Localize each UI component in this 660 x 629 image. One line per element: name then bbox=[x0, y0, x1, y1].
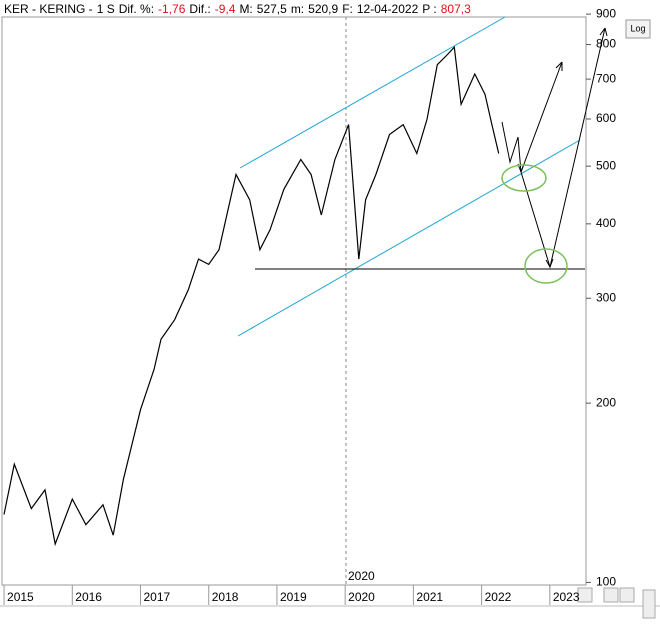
period: 1 S bbox=[97, 2, 115, 16]
channel-upper bbox=[239, 16, 506, 169]
field-value: 520,9 bbox=[308, 2, 338, 16]
field-value: -1,76 bbox=[158, 2, 186, 16]
zoom-button[interactable] bbox=[577, 587, 593, 603]
field-label: m: bbox=[291, 2, 304, 16]
projection bbox=[520, 61, 563, 173]
arrow-head bbox=[517, 27, 608, 268]
projection bbox=[501, 121, 522, 173]
log-button[interactable] bbox=[625, 19, 651, 39]
y-tick-label: 700 bbox=[596, 71, 616, 85]
x-tick-label: 2022 bbox=[485, 590, 512, 604]
field-label: F: bbox=[342, 2, 353, 16]
field-label: M: bbox=[239, 2, 252, 16]
nav-button[interactable] bbox=[619, 587, 635, 603]
x-tick-label: 2019 bbox=[280, 590, 307, 604]
x-tick-label: 2023 bbox=[553, 590, 580, 604]
header: KER - KERING - 1 S Dif. %: -1,76 Dif.: -9,4 M:… bbox=[4, 2, 471, 16]
x-tick-label: 2020 bbox=[348, 590, 375, 604]
field-label: P : bbox=[422, 2, 436, 16]
plot-frame bbox=[1, 16, 587, 586]
y-tick-label: 100 bbox=[596, 575, 616, 589]
x-tick-label: 2018 bbox=[212, 590, 239, 604]
save-button[interactable] bbox=[603, 587, 619, 603]
field-label: Dif.: bbox=[189, 2, 210, 16]
y-tick-label: 600 bbox=[596, 111, 616, 125]
x-tick-label: 2017 bbox=[143, 590, 170, 604]
field-value: 527,5 bbox=[257, 2, 287, 16]
y-tick-label: 800 bbox=[596, 37, 616, 51]
y-tick-label: 400 bbox=[596, 216, 616, 230]
ticker: KER - KERING - bbox=[4, 2, 93, 16]
y-tick-label: 300 bbox=[596, 290, 616, 304]
field-value: 807,3 bbox=[441, 2, 471, 16]
channel-lower bbox=[237, 139, 581, 337]
x-tick-label: 2015 bbox=[7, 590, 34, 604]
x-tick-label: 2016 bbox=[75, 590, 102, 604]
cursor-label: 2020 bbox=[348, 569, 375, 583]
scroll-button[interactable] bbox=[642, 589, 656, 619]
field-value: 12-04-2022 bbox=[357, 2, 419, 16]
price-line bbox=[3, 45, 500, 547]
target-zone bbox=[501, 164, 547, 192]
x-tick-label: 2021 bbox=[416, 590, 443, 604]
field-label: Dif. %: bbox=[119, 2, 154, 16]
field-value: -9,4 bbox=[215, 2, 236, 16]
target-zone bbox=[524, 248, 568, 284]
y-tick-label: 900 bbox=[596, 6, 616, 20]
y-tick-label: 200 bbox=[596, 395, 616, 409]
y-tick-label: 500 bbox=[596, 158, 616, 172]
log-button-label[interactable]: Log bbox=[630, 23, 645, 33]
